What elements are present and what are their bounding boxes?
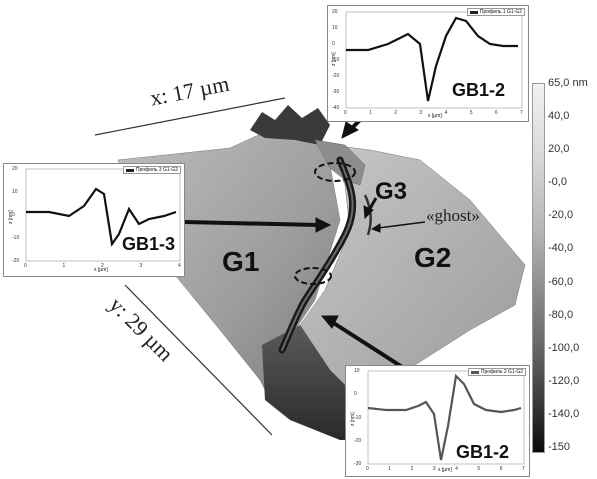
- inset-y-tick: -20: [354, 437, 362, 444]
- inset-x-tick: 2: [410, 466, 414, 472]
- inset-y-tick: -40: [332, 105, 340, 111]
- profile-line-top: [346, 16, 518, 102]
- ghost-groove: [363, 194, 372, 236]
- profile-line-left: [26, 187, 177, 247]
- inset-x-tick: 3: [419, 110, 423, 116]
- inset-y-tick: -20: [12, 258, 20, 264]
- arrow-ghost: [377, 221, 426, 229]
- inset-y-tick: 20: [12, 166, 18, 172]
- inset-x-tick: 7: [522, 466, 525, 472]
- inset-x-tick: 2: [101, 263, 104, 269]
- inset-y-tick: 20: [332, 9, 338, 15]
- inset-left-xlabel: x [µm]: [94, 267, 108, 273]
- inset-bottom-xlabel: x [µm]: [438, 467, 452, 473]
- inset-bottom-tag: GB1-2: [456, 442, 510, 462]
- grain-g2-label: G2: [414, 242, 452, 273]
- inset-y-tick: -20: [332, 73, 340, 79]
- inset-x-tick: 2: [394, 110, 398, 116]
- inset-x-tick: 3: [139, 263, 143, 269]
- inset-y-tick: -10: [332, 57, 340, 63]
- inset-y-tick: -30: [354, 461, 362, 467]
- upper-ellipse-marker: [314, 162, 356, 182]
- inset-left-plot: [25, 168, 181, 262]
- colorbar-tick: 65,0 nm: [548, 77, 588, 89]
- inset-y-tick: 0: [12, 212, 15, 218]
- colorbar-tick: 20,0: [548, 143, 570, 156]
- surface-rear-ridge: [250, 105, 330, 145]
- inset-top-plot: [345, 11, 523, 109]
- inset-x-tick: 4: [178, 263, 181, 269]
- inset-profile-top: Профиль 1 G1-G2 GB1-2 z [nm] x [µm] 20 10…: [327, 5, 529, 122]
- y-axis-line: [124, 284, 273, 436]
- colorbar-tick: 40,0: [548, 110, 570, 123]
- inset-top-legend: Профиль 1 G1-G2: [466, 8, 525, 16]
- inset-x-tick: 5: [477, 466, 481, 472]
- inset-x-tick: 1: [369, 110, 372, 116]
- grain-g1-label: G1: [222, 246, 260, 277]
- inset-left-legend: Профиль 3 G1-G2: [122, 166, 181, 174]
- inset-top-tag: GB1-2: [452, 80, 506, 100]
- inset-left-tag: GB1-3: [122, 234, 176, 254]
- inset-profile-left: Профиль 3 G1-G2 GB1-3 z [nm] x [µm] 20 10…: [3, 163, 185, 277]
- inset-x-tick: 6: [494, 110, 498, 116]
- x-axis-line: [94, 97, 286, 136]
- inset-x-tick: 4: [455, 466, 458, 472]
- inset-x-tick: 1: [62, 263, 66, 269]
- inset-profile-bottom: Профиль 2 G1-G2 GB1-2 z [nm] x [µm] 10 0-…: [345, 365, 530, 477]
- inset-x-tick: 0: [344, 110, 347, 116]
- colorbar-tick: -60,0: [548, 275, 574, 288]
- inset-y-tick: 10: [332, 25, 338, 31]
- inset-y-tick: 10: [354, 368, 360, 374]
- inset-y-tick: -30: [332, 89, 340, 95]
- height-colorbar: [532, 83, 545, 453]
- inset-x-tick: 3: [432, 466, 436, 472]
- inset-x-tick: 6: [499, 466, 503, 472]
- arrow-left-inset: [184, 220, 319, 227]
- inset-x-tick: 4: [444, 110, 448, 116]
- colorbar-tick: -80,0: [548, 308, 574, 321]
- inset-y-tick: -10: [12, 235, 20, 241]
- lower-ellipse-marker: [294, 267, 332, 285]
- inset-y-tick: 10: [12, 189, 18, 195]
- grain-g2-surface: [299, 144, 526, 401]
- arrow-bottom-inset: [330, 320, 412, 374]
- inset-y-tick: 0: [332, 41, 335, 47]
- colorbar-tick: -100,0: [548, 341, 580, 354]
- colorbar-tick: -20,0: [548, 209, 574, 222]
- inset-x-tick: 0: [24, 263, 27, 269]
- colorbar-tick: -120,0: [548, 374, 580, 387]
- colorbar-tick: -0,0: [548, 176, 567, 189]
- inset-bottom-legend: Профиль 2 G1-G2: [467, 368, 526, 376]
- inset-top-xlabel: x [µm]: [428, 113, 442, 119]
- ghost-label: «ghost»: [426, 206, 480, 225]
- inset-x-tick: 0: [366, 466, 369, 472]
- inset-y-tick: 0: [354, 391, 357, 398]
- inset-x-tick: 5: [469, 110, 473, 116]
- profile-line-bottom: [367, 373, 522, 461]
- inset-x-tick: 7: [520, 110, 523, 116]
- colorbar-tick: -40,0: [548, 242, 574, 255]
- colorbar-tick: -140,0: [548, 407, 580, 420]
- inset-y-tick: -10: [354, 414, 362, 421]
- colorbar-tick: -150: [548, 441, 571, 453]
- inset-bottom-plot: [367, 370, 525, 465]
- grain-g3-label: G3: [375, 178, 408, 205]
- inset-x-tick: 1: [388, 466, 392, 472]
